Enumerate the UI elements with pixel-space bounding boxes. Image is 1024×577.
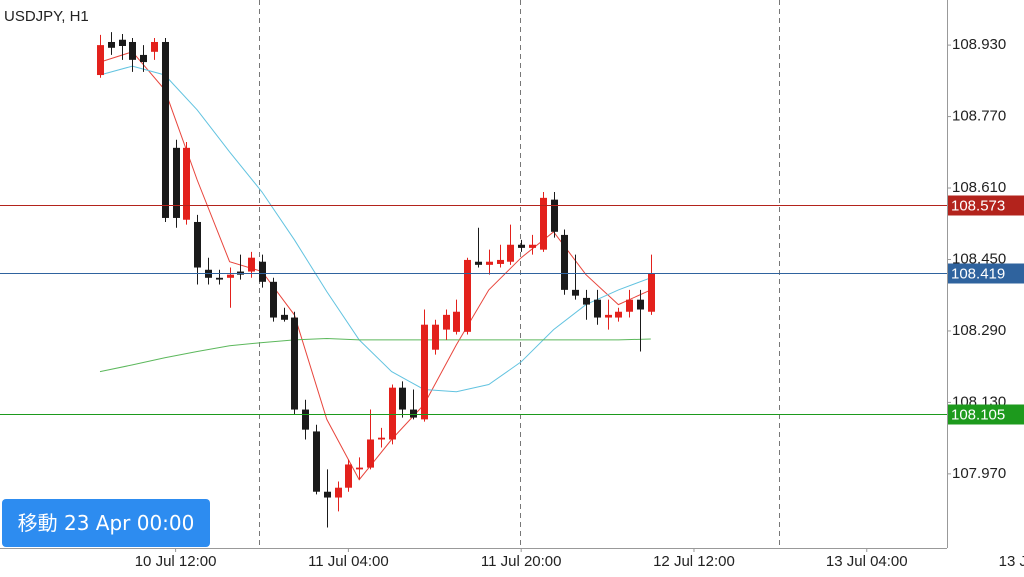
candle-body: [648, 273, 655, 312]
candle-body: [173, 147, 180, 218]
level-tag: [948, 195, 1024, 216]
candle-body: [335, 487, 342, 498]
candle-body: [421, 324, 428, 420]
chart-title: USDJPY, H1: [4, 8, 89, 25]
candle-body: [443, 314, 450, 330]
plot-area: [97, 0, 780, 548]
candle-body: [464, 259, 471, 332]
candle-body: [216, 277, 223, 280]
candle-body: [486, 261, 493, 265]
level-tag-label: 108.105: [951, 406, 1005, 423]
candle-body: [518, 244, 525, 248]
candle-body: [313, 431, 320, 492]
level-tag-label: 108.573: [951, 197, 1005, 214]
x-tick-label: 11 Jul 04:00: [308, 553, 389, 570]
level-tag: [948, 404, 1024, 425]
y-tick-label: 108.450: [952, 250, 1006, 267]
candle-body: [227, 274, 234, 278]
candle-body: [324, 491, 331, 498]
level-tag-label: 108.419: [951, 265, 1005, 282]
candle-body: [507, 244, 514, 262]
candle-body: [399, 387, 406, 410]
candle-body: [410, 409, 417, 418]
candle-body: [194, 221, 201, 268]
candle-body: [119, 39, 126, 47]
candle-body: [389, 387, 396, 440]
candle-body: [248, 257, 255, 272]
candle-body: [378, 437, 385, 440]
candle-body: [345, 464, 352, 488]
candle-body: [140, 54, 147, 63]
candle-body: [281, 314, 288, 320]
candle-body: [453, 311, 460, 332]
y-tick-label: 108.610: [952, 179, 1006, 196]
y-tick-label: 108.770: [952, 108, 1006, 125]
candle-body: [497, 259, 504, 264]
candle-body: [291, 317, 298, 410]
x-tick-label: 10 Jul 12:00: [135, 553, 217, 570]
candle-body: [151, 41, 158, 52]
y-tick-label: 108.290: [952, 322, 1006, 339]
candle-body: [183, 147, 190, 220]
candle-body: [302, 409, 309, 430]
moving-average-line: [99, 337, 651, 373]
x-tick-label: 13 Jul 04:00: [826, 553, 908, 570]
candle-body: [367, 439, 374, 468]
y-tick-label: 107.970: [952, 465, 1006, 482]
x-tick-label: 11 Jul 20:00: [481, 553, 562, 570]
moving-average-line: [99, 65, 651, 393]
y-tick-label: 108.930: [952, 36, 1006, 53]
level-tag: [948, 263, 1024, 284]
goto-button[interactable]: 移動 23 Apr 00:00: [2, 499, 210, 547]
candle-body: [615, 311, 622, 318]
candle-body: [626, 299, 633, 312]
candle-body: [529, 244, 536, 248]
candle-body: [129, 41, 136, 60]
candle-body: [594, 299, 601, 318]
candle-body: [162, 41, 169, 218]
candle-body: [605, 314, 612, 318]
candle-body: [561, 234, 568, 290]
candle-body: [572, 289, 579, 296]
candle-body: [108, 41, 115, 48]
x-tick-label: 13 Jul 20:00: [999, 553, 1024, 570]
candle-body: [432, 324, 439, 350]
x-tick-label: 12 Jul 12:00: [653, 553, 735, 570]
candle-body: [270, 281, 277, 318]
candle-body: [583, 297, 590, 305]
candle-body: [551, 199, 558, 232]
moving-average-line: [99, 51, 652, 481]
candle-body: [97, 45, 104, 76]
candle-body: [540, 197, 547, 250]
candle-body: [475, 261, 482, 265]
candle-body: [259, 261, 266, 282]
candle-body: [356, 467, 363, 470]
candle-body: [637, 299, 644, 310]
